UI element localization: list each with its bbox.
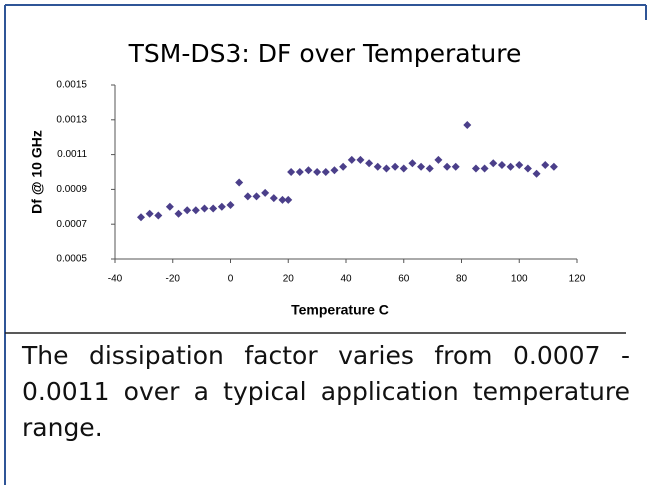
point bbox=[209, 204, 218, 213]
point bbox=[373, 162, 382, 171]
point bbox=[515, 161, 524, 170]
point bbox=[278, 195, 287, 204]
point bbox=[191, 206, 200, 215]
point bbox=[284, 195, 293, 204]
point bbox=[480, 164, 489, 173]
y-tick-label: 0.0013 bbox=[56, 114, 87, 125]
x-axis-label: Temperature C bbox=[291, 302, 389, 318]
point bbox=[165, 202, 174, 211]
point bbox=[321, 168, 330, 176]
x-tick-label: -20 bbox=[166, 274, 181, 285]
point bbox=[261, 188, 270, 197]
point bbox=[183, 206, 192, 215]
point bbox=[443, 162, 452, 171]
point bbox=[226, 201, 235, 210]
point bbox=[417, 162, 426, 171]
y-tick-label: 0.0007 bbox=[56, 219, 87, 230]
point bbox=[365, 159, 374, 168]
point bbox=[471, 164, 480, 173]
x-tick-label: 100 bbox=[511, 274, 528, 285]
point bbox=[463, 121, 472, 130]
point bbox=[154, 211, 163, 220]
point bbox=[356, 155, 365, 164]
caption: The dissipation factor varies from 0.000… bbox=[22, 341, 630, 442]
point bbox=[313, 168, 322, 176]
x-tick-label: 20 bbox=[283, 274, 295, 285]
point bbox=[145, 209, 154, 218]
point bbox=[541, 161, 550, 170]
point bbox=[549, 162, 558, 171]
point bbox=[532, 169, 541, 178]
x-tick-label: 80 bbox=[456, 274, 468, 285]
point bbox=[295, 168, 304, 176]
point bbox=[330, 166, 339, 175]
point bbox=[425, 164, 434, 173]
point bbox=[174, 209, 183, 218]
chart-title: TSM-DS3: DF over Temperature bbox=[128, 39, 522, 68]
y-tick-label: 0.0011 bbox=[57, 149, 87, 160]
point bbox=[523, 164, 532, 173]
point bbox=[391, 162, 400, 171]
point bbox=[287, 168, 296, 176]
y-axis-label: Df @ 10 GHz bbox=[29, 130, 45, 214]
y-tick-label: 0.0005 bbox=[56, 254, 87, 265]
x-tick-label: 60 bbox=[398, 274, 410, 285]
point bbox=[136, 213, 145, 222]
point bbox=[408, 159, 417, 168]
y-tick-label: 0.0015 bbox=[56, 80, 87, 91]
point bbox=[489, 159, 498, 168]
x-tick-label: -40 bbox=[108, 274, 123, 285]
point bbox=[434, 155, 443, 164]
point bbox=[451, 162, 460, 171]
point bbox=[382, 164, 391, 173]
x-tick-label: 40 bbox=[340, 274, 352, 285]
point bbox=[217, 202, 226, 211]
point bbox=[269, 194, 278, 203]
point bbox=[200, 204, 209, 213]
point bbox=[497, 161, 506, 170]
x-tick-label: 0 bbox=[228, 274, 234, 285]
point bbox=[347, 155, 356, 164]
point bbox=[252, 192, 261, 201]
point bbox=[304, 166, 313, 175]
point bbox=[506, 162, 515, 171]
point bbox=[399, 164, 408, 173]
point bbox=[235, 178, 244, 187]
y-tick-label: 0.0009 bbox=[56, 184, 87, 195]
x-tick-label: 120 bbox=[569, 274, 586, 285]
point bbox=[339, 162, 348, 171]
point bbox=[243, 192, 252, 201]
